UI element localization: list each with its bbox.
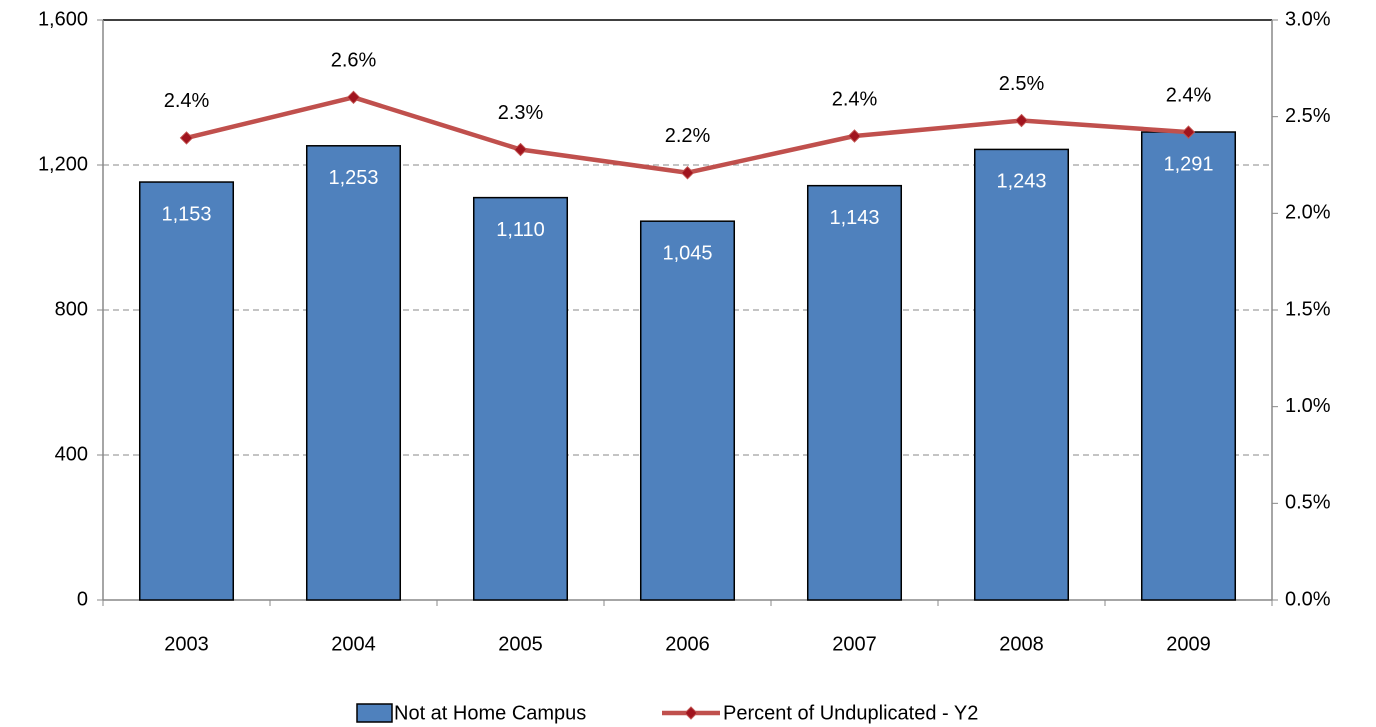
line-marker xyxy=(179,131,194,145)
x-tick-label: 2009 xyxy=(1166,633,1211,655)
bar-value-label: 1,143 xyxy=(829,207,879,229)
line-marker xyxy=(680,166,695,180)
y2-tick-label: 2.0% xyxy=(1285,202,1331,224)
y-tick-label: 0 xyxy=(77,588,88,610)
x-tick-label: 2007 xyxy=(832,633,877,655)
bar-value-label: 1,291 xyxy=(1163,153,1213,175)
bar xyxy=(973,148,1070,601)
line-value-label: 2.4% xyxy=(164,90,210,112)
bar xyxy=(639,220,736,601)
line-marker xyxy=(847,129,862,143)
bar-value-label: 1,045 xyxy=(662,242,712,264)
legend-label: Not at Home Campus xyxy=(394,702,586,724)
y2-tick-label: 1.0% xyxy=(1285,395,1331,417)
x-tick-label: 2003 xyxy=(164,633,209,655)
bar xyxy=(1140,131,1237,601)
legend-label: Percent of Unduplicated - Y2 xyxy=(723,702,978,724)
x-tick-label: 2004 xyxy=(331,633,376,655)
x-tick-label: 2008 xyxy=(999,633,1044,655)
x-tick-label: 2005 xyxy=(498,633,543,655)
bar-value-label: 1,110 xyxy=(496,219,545,241)
y2-tick-label: 0.5% xyxy=(1285,492,1331,514)
line-value-label: 2.4% xyxy=(1166,84,1212,106)
y-tick-label: 1,200 xyxy=(38,153,88,175)
bar xyxy=(472,196,569,601)
y2-tick-label: 3.0% xyxy=(1285,8,1331,30)
line-marker xyxy=(1014,113,1029,128)
y2-tick-label: 1.5% xyxy=(1285,298,1331,320)
bar-value-label: 1,153 xyxy=(161,203,211,225)
bar xyxy=(305,145,402,601)
line-marker xyxy=(1181,125,1196,139)
line-marker xyxy=(513,142,528,157)
line-marker xyxy=(346,90,361,105)
legend-swatch xyxy=(356,703,393,723)
line-value-label: 2.5% xyxy=(999,73,1045,95)
y-tick-label: 800 xyxy=(55,298,88,320)
line-value-label: 2.6% xyxy=(331,50,377,72)
line-value-label: 2.4% xyxy=(832,88,878,110)
y2-tick-label: 2.5% xyxy=(1285,105,1331,127)
bar xyxy=(138,181,235,601)
line-value-label: 2.2% xyxy=(665,125,711,147)
x-tick-label: 2006 xyxy=(665,633,710,655)
bar xyxy=(806,184,903,601)
legend-swatch xyxy=(684,706,698,720)
bar-value-label: 1,243 xyxy=(996,171,1046,193)
y-tick-label: 1,600 xyxy=(38,8,88,30)
bar-value-label: 1,253 xyxy=(328,167,378,189)
y-tick-label: 400 xyxy=(55,443,88,465)
line-value-label: 2.3% xyxy=(498,102,544,124)
y2-tick-label: 0.0% xyxy=(1285,588,1331,610)
